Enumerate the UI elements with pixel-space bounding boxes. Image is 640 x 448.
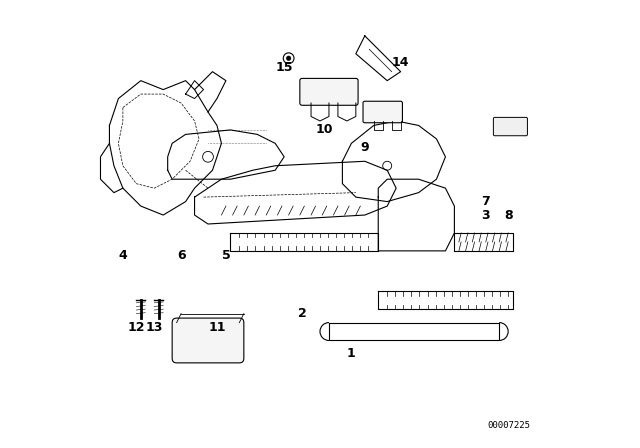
Text: 11: 11 (208, 320, 226, 334)
Text: 00007225: 00007225 (488, 421, 531, 430)
Text: 9: 9 (360, 141, 369, 155)
Text: 10: 10 (316, 123, 333, 137)
Text: 14: 14 (392, 56, 410, 69)
FancyBboxPatch shape (172, 318, 244, 363)
Text: 3: 3 (481, 208, 490, 222)
Text: 13: 13 (145, 320, 163, 334)
FancyBboxPatch shape (300, 78, 358, 105)
Text: 7: 7 (481, 195, 490, 208)
Text: 15: 15 (275, 60, 293, 74)
Text: 8: 8 (504, 208, 513, 222)
Text: 12: 12 (127, 320, 145, 334)
Text: 2: 2 (298, 307, 307, 320)
Text: 1: 1 (347, 347, 356, 361)
FancyBboxPatch shape (363, 101, 403, 123)
Text: 6: 6 (177, 249, 186, 262)
FancyBboxPatch shape (493, 117, 527, 136)
Text: 4: 4 (118, 249, 127, 262)
Text: 5: 5 (221, 249, 230, 262)
Circle shape (287, 56, 291, 60)
